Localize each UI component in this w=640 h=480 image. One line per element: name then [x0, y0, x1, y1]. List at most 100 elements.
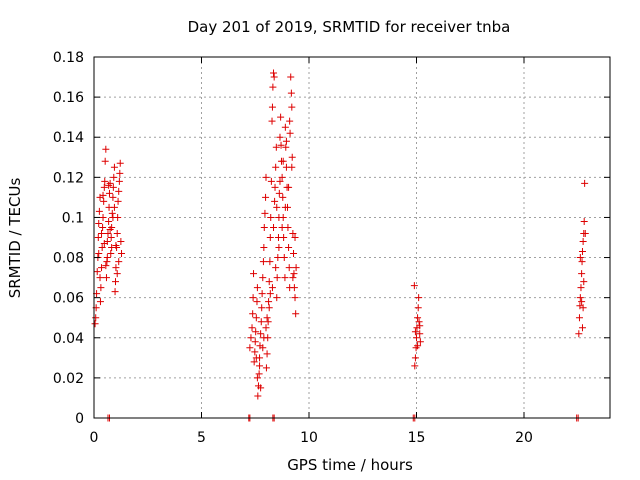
data-point — [255, 370, 263, 378]
data-point — [98, 264, 106, 272]
data-point — [250, 270, 258, 278]
y-tick-label: 0.12 — [53, 170, 84, 186]
data-point — [267, 213, 275, 221]
data-point — [411, 328, 419, 336]
data-point — [411, 362, 419, 370]
data-point — [112, 264, 120, 272]
data-point — [110, 173, 118, 181]
data-point — [248, 324, 256, 332]
data-point — [271, 183, 279, 191]
data-point — [581, 179, 589, 187]
y-tick-label: 0.08 — [53, 251, 84, 267]
data-point — [290, 284, 298, 292]
ticks-layer: 0 0.02 0.04 0.06 0.08 0.1 0.12 0.14 0.16 0.18 0 5 10… — [53, 50, 610, 446]
data-point — [279, 157, 287, 165]
data-point — [416, 330, 424, 338]
data-point — [97, 284, 105, 292]
data-point — [117, 238, 125, 246]
data-point — [109, 213, 117, 221]
data-point — [274, 254, 282, 262]
data-point — [252, 354, 260, 362]
x-axis-label: GPS time / hours — [287, 456, 413, 474]
x-tick-label: 5 — [197, 430, 206, 446]
data-point — [266, 234, 274, 241]
data-point — [95, 219, 103, 227]
y-tick-label: 0.06 — [53, 291, 84, 307]
data-point — [276, 133, 284, 141]
data-point — [275, 244, 283, 252]
data-point — [575, 314, 583, 322]
y-tick-label: 0.16 — [53, 90, 84, 106]
data-point — [263, 350, 271, 358]
data-point — [578, 298, 586, 306]
data-point — [269, 83, 277, 91]
data-point — [287, 73, 295, 81]
data-point — [289, 274, 297, 282]
data-point — [281, 274, 289, 282]
data-point — [258, 304, 266, 312]
x-tick-label: 0 — [90, 430, 99, 446]
y-tick-label: 0.14 — [53, 130, 84, 146]
data-point — [281, 203, 289, 211]
data-point — [415, 318, 423, 326]
data-point — [111, 288, 119, 296]
data-point — [291, 234, 299, 241]
data-point — [270, 69, 278, 77]
data-point — [576, 294, 584, 302]
data-point — [101, 177, 109, 185]
x-tick-label: 10 — [300, 430, 318, 446]
data-point — [257, 318, 265, 326]
data-point — [110, 163, 118, 171]
data-point — [580, 278, 588, 286]
data-point — [273, 274, 281, 282]
data-point — [410, 282, 418, 290]
data-point — [105, 189, 113, 197]
data-point — [271, 197, 279, 205]
data-point — [247, 334, 255, 342]
x-tick-label: 15 — [408, 430, 426, 446]
data-point — [252, 328, 260, 336]
data-point — [285, 244, 293, 252]
data-point — [414, 304, 422, 312]
data-point — [278, 173, 286, 181]
data-point — [273, 294, 281, 302]
data-point — [99, 213, 107, 221]
chart-title: Day 201 of 2019, SRMTID for receiver tnb… — [188, 18, 511, 36]
data-point — [100, 197, 108, 205]
data-point — [95, 250, 103, 258]
data-point — [286, 117, 294, 125]
data-point — [107, 250, 115, 258]
data-point — [253, 284, 261, 292]
grid-layer — [94, 57, 610, 418]
data-point — [103, 254, 111, 262]
data-point — [262, 173, 270, 181]
data-point — [288, 163, 296, 171]
data-point — [251, 338, 259, 346]
data-point — [280, 234, 288, 241]
data-point — [414, 342, 422, 350]
data-point — [257, 330, 265, 338]
data-point — [115, 187, 123, 195]
data-point — [287, 89, 295, 97]
data-point — [95, 207, 103, 215]
data-point — [266, 258, 274, 266]
data-point — [416, 338, 424, 346]
data-point — [92, 314, 100, 322]
data-point — [272, 264, 280, 272]
data-point — [578, 270, 586, 278]
data-point — [109, 183, 117, 191]
data-point — [98, 244, 106, 252]
data-point — [267, 177, 275, 185]
data-point — [264, 318, 272, 326]
data-point — [576, 254, 584, 262]
data-point — [102, 274, 110, 282]
data-point — [96, 298, 104, 306]
data-point — [290, 270, 298, 278]
data-point — [272, 163, 280, 171]
data-point — [106, 225, 114, 233]
y-tick-label: 0.02 — [53, 371, 84, 387]
data-point — [578, 324, 586, 332]
data-point — [275, 189, 283, 197]
data-point — [99, 223, 107, 231]
